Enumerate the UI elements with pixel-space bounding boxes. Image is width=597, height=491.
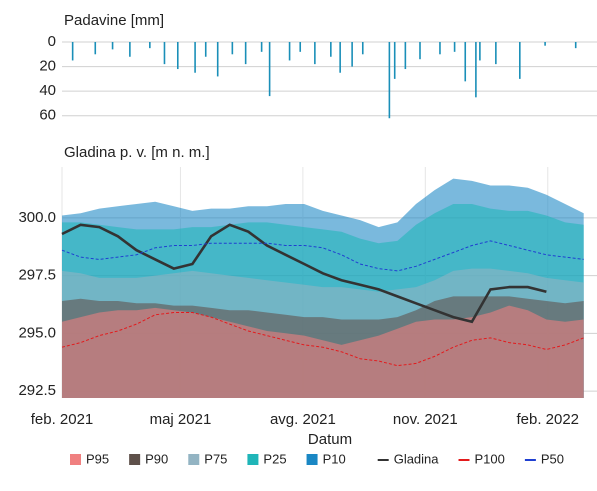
y-tick-label: 300.0 xyxy=(18,209,56,226)
bar xyxy=(404,42,407,70)
bar xyxy=(544,42,546,46)
bar xyxy=(479,42,481,61)
bar xyxy=(464,42,467,82)
band-area xyxy=(62,305,584,398)
legend-swatch xyxy=(188,454,200,465)
dashed-line xyxy=(61,240,584,272)
bar xyxy=(204,42,207,57)
bar xyxy=(194,42,196,73)
bar xyxy=(260,42,263,52)
bar xyxy=(495,42,497,65)
bar xyxy=(361,42,364,55)
x-tick-label: feb. 2021 xyxy=(31,411,94,428)
bar xyxy=(330,42,332,57)
legend-label: Gladina xyxy=(394,451,440,466)
level-line xyxy=(61,223,547,324)
y-tick-label: 60 xyxy=(39,107,56,124)
bar xyxy=(351,42,353,67)
bar xyxy=(163,42,166,65)
legend-swatch xyxy=(129,454,141,465)
legend-label: P25 xyxy=(263,451,286,466)
y-tick-label: 297.5 xyxy=(18,267,56,284)
legend-label: P95 xyxy=(86,451,109,466)
bar xyxy=(339,42,341,73)
bar xyxy=(299,42,302,52)
legend-swatch xyxy=(70,454,81,465)
bar xyxy=(453,42,456,52)
bar xyxy=(268,42,271,97)
legend-label: P10 xyxy=(323,451,346,466)
y-tick-label: 40 xyxy=(39,82,56,99)
bar xyxy=(574,42,577,49)
bar xyxy=(393,42,396,79)
legend-label: P90 xyxy=(145,451,168,466)
legend-label: P100 xyxy=(475,451,505,466)
bar xyxy=(475,42,477,98)
legend-label: P75 xyxy=(204,451,227,466)
bar xyxy=(419,42,421,60)
y-tick-label: 292.5 xyxy=(18,382,56,399)
bar xyxy=(231,42,234,55)
y-tick-label: 20 xyxy=(39,58,56,75)
bar xyxy=(111,42,114,50)
x-tick-label: feb. 2022 xyxy=(516,411,579,428)
legend-label: P50 xyxy=(541,451,564,466)
y-tick-label: 295.0 xyxy=(18,324,56,341)
bar xyxy=(439,42,441,55)
x-tick-label: nov. 2021 xyxy=(393,411,458,428)
legend-swatch xyxy=(306,454,318,465)
bar xyxy=(149,42,151,49)
bar xyxy=(216,42,219,77)
dashed-line xyxy=(61,312,584,367)
bar xyxy=(176,42,179,70)
bar xyxy=(519,42,521,79)
bar xyxy=(71,42,74,61)
x-tick-label: avg. 2021 xyxy=(270,411,336,428)
bar xyxy=(314,42,316,65)
bar xyxy=(288,42,291,61)
precip-title: Padavine [mm] xyxy=(64,12,164,29)
x-axis-title: Datum xyxy=(308,431,352,448)
bar xyxy=(94,42,97,55)
bar xyxy=(388,42,391,119)
legend-swatch xyxy=(247,454,259,465)
bar xyxy=(244,42,247,65)
x-tick-label: maj 2021 xyxy=(150,411,212,428)
y-tick-label: 0 xyxy=(48,33,56,50)
bar xyxy=(129,42,131,57)
level-title: Gladina p. v. [m n. m.] xyxy=(64,144,210,161)
